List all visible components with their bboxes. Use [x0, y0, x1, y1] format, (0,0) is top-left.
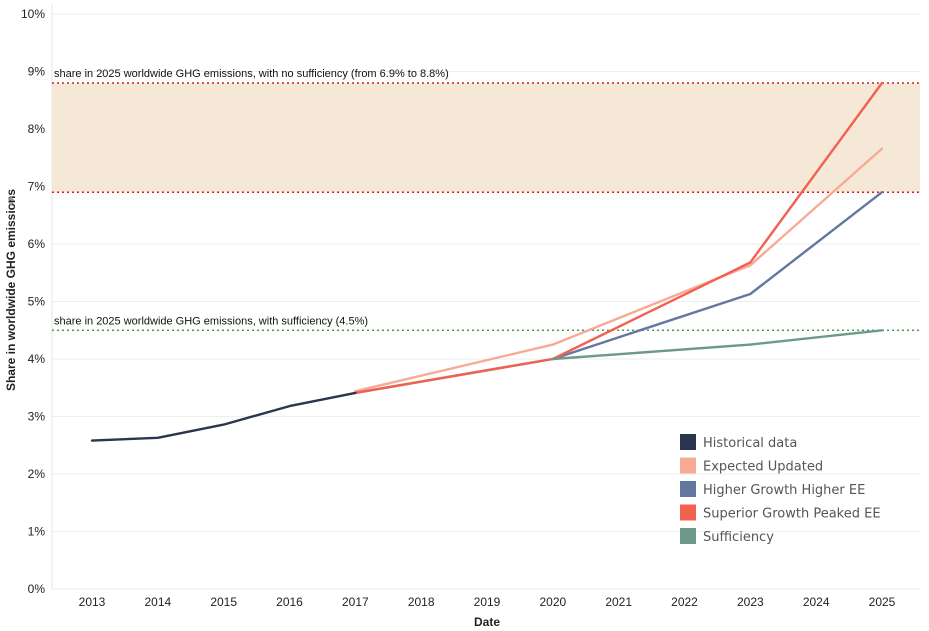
- y-tick-label: 8%: [28, 122, 46, 136]
- legend-label: Historical data: [703, 436, 797, 451]
- x-tick-label: 2018: [408, 595, 435, 609]
- series-line-superior-growth-peaked-ee: [354, 81, 884, 395]
- y-tick-label: 9%: [28, 65, 46, 79]
- legend-swatch: [680, 434, 696, 450]
- x-tick-label: 2017: [342, 595, 369, 609]
- shaded-band: [52, 83, 920, 193]
- bands: [52, 83, 920, 193]
- legend-swatch: [680, 504, 696, 521]
- series-line-sufficiency: [551, 329, 884, 361]
- series-line-higher-growth-higher-ee: [354, 190, 884, 395]
- x-tick-label: 2016: [276, 595, 303, 609]
- series-lines: [90, 81, 884, 442]
- y-axis-title: Share in worldwide GHG emissions: [4, 189, 18, 391]
- x-tick-label: 2019: [474, 595, 501, 609]
- legend-label: Superior Growth Peaked EE: [703, 507, 881, 522]
- y-tick-label: 4%: [28, 352, 46, 366]
- legend-label: Sufficiency: [703, 530, 774, 545]
- x-tick-label: 2013: [79, 595, 106, 609]
- x-axis-ticks: 2013 2014 2015 2016 2017 2018 2019 2020 2021 2022…: [79, 595, 896, 609]
- legend-label: Higher Growth Higher EE: [703, 483, 865, 498]
- series-line-expected-updated: [354, 147, 884, 393]
- x-axis-title: Date: [474, 615, 500, 629]
- x-tick-label: 2015: [210, 595, 237, 609]
- annotations: share in 2025 worldwide GHG emissions, w…: [54, 68, 449, 327]
- y-tick-label: 0%: [28, 582, 46, 596]
- y-tick-label: 7%: [28, 180, 46, 194]
- legend: Historical data Expected Updated Higher Gr…: [680, 434, 881, 545]
- y-tick-label: 6%: [28, 237, 46, 251]
- legend-swatch: [680, 481, 696, 497]
- y-tick-label: 5%: [28, 295, 46, 309]
- x-tick-label: 2020: [539, 595, 566, 609]
- legend-swatch: [680, 528, 696, 544]
- y-tick-label: 10%: [21, 7, 45, 21]
- legend-label: Expected Updated: [703, 460, 823, 475]
- x-tick-label: 2025: [869, 595, 896, 609]
- x-tick-label: 2022: [671, 595, 698, 609]
- x-tick-label: 2021: [605, 595, 632, 609]
- x-tick-label: 2024: [803, 595, 830, 609]
- y-tick-label: 3%: [28, 410, 46, 424]
- x-tick-label: 2023: [737, 595, 764, 609]
- y-axis-title-sort-icon[interactable]: [8, 196, 14, 206]
- y-tick-label: 2%: [28, 467, 46, 481]
- annotation-label: share in 2025 worldwide GHG emissions, w…: [54, 68, 449, 80]
- annotation-label: share in 2025 worldwide GHG emissions, w…: [54, 315, 368, 327]
- y-axis-ticks: 0% 1% 2% 3% 4% 5% 6% 7% 8% 9% 10%: [21, 7, 45, 596]
- legend-swatch: [680, 457, 696, 474]
- x-tick-label: 2014: [144, 595, 171, 609]
- y-tick-label: 1%: [28, 525, 46, 539]
- series-line-historical-data: [90, 391, 357, 442]
